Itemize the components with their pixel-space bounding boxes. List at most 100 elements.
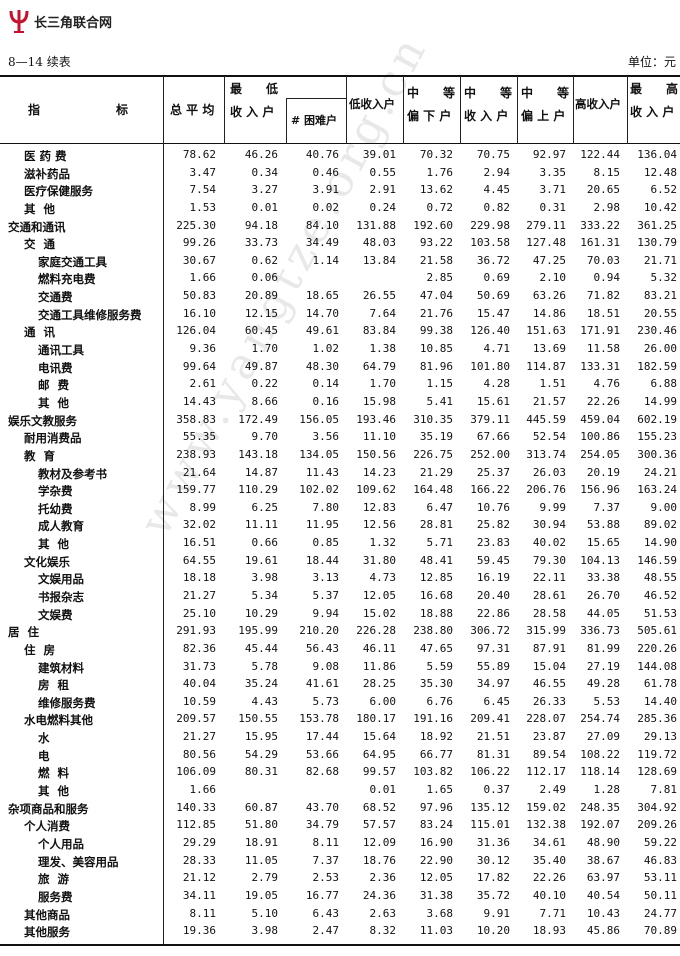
cell-low-income: 7.64 xyxy=(369,306,397,320)
cell-low-income: 12.56 xyxy=(362,518,396,532)
cell-lowest-income: 94.18 xyxy=(244,218,278,232)
table-row: 滋补药品 3.47 0.34 0.46 0.55 1.76 2.94 3.35 8.15 12.4… xyxy=(0,166,680,183)
cell-hardship: 11.43 xyxy=(305,465,339,479)
cell-mid-low: 35.19 xyxy=(419,430,453,444)
cell-highest-income: 46.52 xyxy=(643,589,677,602)
table-row: 学杂费 159.77 110.29 102.02 109.62 164.48 166.22 2… xyxy=(0,483,680,500)
cell-hardship: 0.85 xyxy=(312,536,340,550)
cell-highest-income: 83.21 xyxy=(643,289,677,303)
cell-low-income: 150.56 xyxy=(356,447,396,461)
row-label: 其 他 xyxy=(38,395,70,410)
cell-middle: 36.72 xyxy=(476,253,510,267)
row-label: 燃 料 xyxy=(38,766,70,781)
cell-high-income: 71.82 xyxy=(586,289,620,303)
cell-mid-low: 18.92 xyxy=(419,730,453,744)
cell-average: 18.18 xyxy=(182,571,216,585)
cell-highest-income: 163.24 xyxy=(637,483,677,497)
table-row: 交通工具维修服务费 16.10 12.15 14.70 7.64 21.76 15.47 14… xyxy=(0,307,680,324)
cell-lowest-income: 46.26 xyxy=(244,148,278,161)
unit-label: 单位：元 xyxy=(627,55,676,69)
table-top-rule xyxy=(0,75,680,77)
cell-low-income: 18.76 xyxy=(362,853,396,867)
cell-high-income: 40.54 xyxy=(586,888,620,902)
cell-mid-low: 1.65 xyxy=(426,783,454,797)
site-logo[interactable]: 长三角联合网 xyxy=(8,8,112,34)
cell-mid-low: 21.58 xyxy=(419,253,453,267)
cell-middle: 0.82 xyxy=(483,200,511,214)
cell-mid-low: 22.90 xyxy=(419,853,453,867)
cell-mid-low: 83.24 xyxy=(419,818,453,832)
cell-mid-low: 238.80 xyxy=(413,624,453,638)
column-divider xyxy=(517,76,518,144)
cell-average: 14.43 xyxy=(182,394,216,408)
cell-highest-income: 361.25 xyxy=(637,218,677,232)
cell-mid-high: 112.17 xyxy=(526,765,566,779)
cell-middle: 166.22 xyxy=(470,483,510,497)
cell-mid-high: 79.30 xyxy=(532,553,566,567)
cell-middle: 30.12 xyxy=(476,853,510,867)
cell-hardship: 7.80 xyxy=(312,500,340,514)
cell-lowest-income: 60.45 xyxy=(244,324,278,338)
row-label: 住 房 xyxy=(24,642,56,657)
cell-lowest-income: 45.44 xyxy=(244,641,278,655)
cell-middle: 22.86 xyxy=(476,606,510,620)
psi-logo-icon xyxy=(9,10,29,33)
cell-mid-low: 48.41 xyxy=(419,553,453,567)
row-label: 建筑材料 xyxy=(38,660,84,675)
cell-middle: 252.00 xyxy=(470,447,510,461)
cell-average: 21.12 xyxy=(182,871,216,885)
row-label: 成人教育 xyxy=(38,519,84,534)
cell-mid-low: 21.76 xyxy=(419,306,453,320)
table-row: 燃料充电费 1.66 0.06 2.85 0.69 2.10 0.94 5.32 xyxy=(0,271,680,288)
cell-mid-high: 47.25 xyxy=(532,253,566,267)
table-row: 水 21.27 15.95 17.44 15.64 18.92 21.51 23.87 27.0… xyxy=(0,730,680,747)
table-row: 耐用消费品 55.35 9.70 3.56 11.10 35.19 67.66 52.54 10… xyxy=(0,430,680,447)
cell-mid-low: 47.65 xyxy=(419,641,453,655)
row-label: 文娱费 xyxy=(38,607,73,622)
cell-highest-income: 220.26 xyxy=(637,641,677,655)
table-row: 成人教育 32.02 11.11 11.95 12.56 28.81 25.82 30.94 5… xyxy=(0,518,680,535)
cell-low-income: 12.05 xyxy=(362,589,396,602)
cell-low-income: 39.01 xyxy=(362,148,396,161)
cell-low-income: 1.32 xyxy=(369,536,397,550)
cell-high-income: 248.35 xyxy=(580,800,620,814)
cell-high-income: 38.67 xyxy=(586,853,620,867)
row-label: 旅 游 xyxy=(38,872,70,887)
table-row: 燃 料 106.09 80.31 82.68 99.57 103.82 106.22 112.… xyxy=(0,765,680,782)
cell-hardship: 82.68 xyxy=(305,765,339,779)
cell-average: 29.29 xyxy=(182,835,216,849)
cell-highest-income: 300.36 xyxy=(637,447,677,461)
cell-mid-high: 26.33 xyxy=(532,694,566,708)
cell-low-income: 12.09 xyxy=(362,835,396,849)
header-line: 最 高 xyxy=(630,82,679,96)
cell-average: 126.04 xyxy=(176,324,216,338)
cell-average: 16.10 xyxy=(182,306,216,320)
cell-high-income: 20.19 xyxy=(586,465,620,479)
cell-high-income: 156.96 xyxy=(580,483,620,497)
cell-mid-low: 191.16 xyxy=(413,712,453,726)
table-row: 医疗保健服务 7.54 3.27 3.91 2.91 13.62 4.45 3.71 20.65… xyxy=(0,183,680,200)
row-label: 通讯工具 xyxy=(38,343,84,358)
cell-mid-low: 28.81 xyxy=(419,518,453,532)
row-label: 房 租 xyxy=(38,678,70,693)
cell-middle: 21.51 xyxy=(476,730,510,744)
header-line: 收 入 户 xyxy=(630,105,675,119)
cell-low-income: 15.64 xyxy=(362,730,396,744)
table-row: 交通费 50.83 20.89 18.65 26.55 47.04 50.69 63.26 71… xyxy=(0,289,680,306)
row-label: 维修服务费 xyxy=(38,695,96,710)
cell-hardship: 6.43 xyxy=(312,906,340,920)
cell-high-income: 27.09 xyxy=(586,730,620,744)
cell-low-income: 57.57 xyxy=(362,818,396,832)
header-line: 最 低 xyxy=(230,82,279,96)
cell-low-income: 31.80 xyxy=(362,553,396,567)
cell-mid-low: 3.68 xyxy=(426,906,454,920)
cell-middle: 0.69 xyxy=(483,271,511,285)
cell-hardship: 56.43 xyxy=(305,641,339,655)
row-label: 滋补药品 xyxy=(24,166,70,181)
cell-low-income: 24.36 xyxy=(362,888,396,902)
cell-average: 159.77 xyxy=(176,483,216,497)
cell-mid-high: 23.87 xyxy=(532,730,566,744)
cell-average: 291.93 xyxy=(176,624,216,638)
cell-mid-low: 66.77 xyxy=(419,747,453,761)
cell-mid-high: 313.74 xyxy=(526,447,566,461)
